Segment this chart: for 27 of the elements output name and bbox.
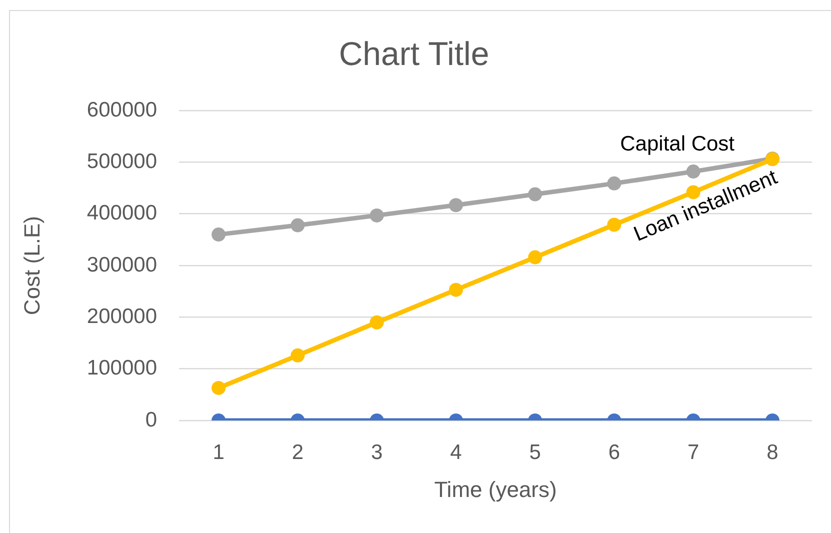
point	[528, 187, 542, 202]
y-tick-label: 0	[145, 408, 157, 432]
point	[212, 228, 226, 242]
point	[448, 282, 463, 297]
y-tick-label: 200000	[86, 304, 157, 328]
x-tick-label: 5	[529, 440, 541, 464]
y-tick-label: 300000	[86, 253, 157, 276]
x-tick-label: 4	[450, 440, 462, 464]
x-tick-label: 6	[608, 440, 620, 464]
y-axis-title: Cost (L.E)	[19, 216, 44, 316]
point	[290, 218, 305, 232]
chart-title: Chart Title	[338, 34, 490, 72]
x-tick-label: 2	[292, 440, 304, 464]
x-tick-label: 8	[766, 440, 778, 464]
x-tick-label: 3	[370, 440, 383, 464]
point	[448, 198, 463, 212]
y-tick-label: 600000	[86, 98, 157, 122]
y-tick-label: 400000	[86, 202, 157, 225]
point	[528, 250, 542, 264]
x-tick-label: 7	[687, 440, 700, 464]
point	[370, 208, 384, 222]
point	[607, 218, 622, 232]
y-tick-label: 100000	[86, 356, 157, 380]
x-tick-label: 1	[212, 440, 224, 464]
series-label: Capital Cost	[620, 132, 735, 156]
point	[607, 176, 622, 190]
y-tick-label: 500000	[86, 150, 157, 174]
